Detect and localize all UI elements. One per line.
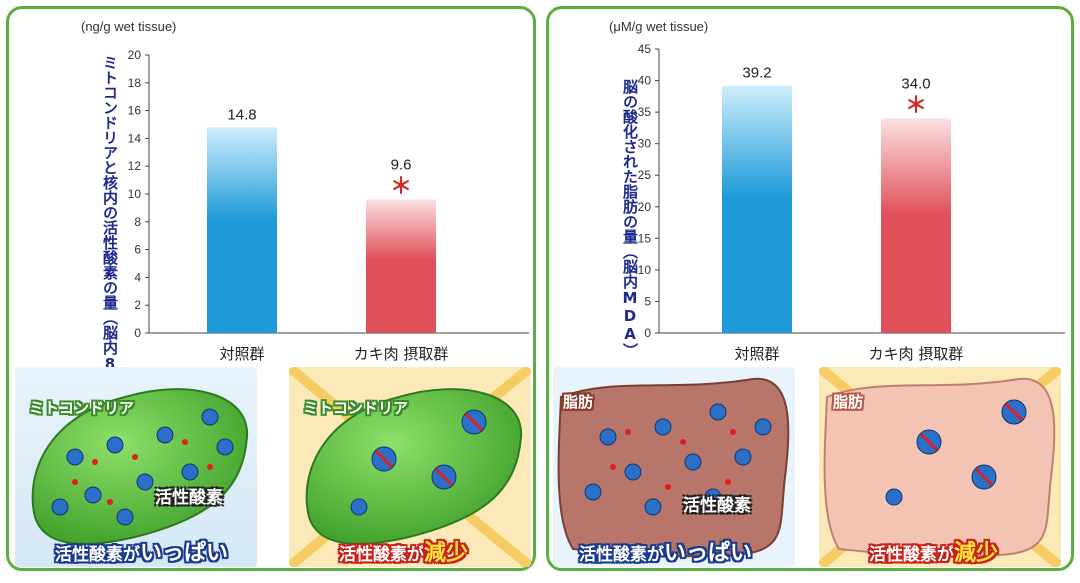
- ohdg-y-tick-label-7: 14: [128, 131, 142, 145]
- banner-many-fat: 活性酸素がいっぱい: [579, 541, 753, 566]
- mda-value-label-0: 39.2: [742, 65, 771, 82]
- mda-y-tick-label-2: 10: [638, 263, 652, 277]
- ohdg-y-tick-label-0: 0: [134, 326, 141, 340]
- mda-bar-1: [881, 118, 951, 333]
- ohdg-y-tick-label-10: 20: [128, 48, 142, 62]
- mitochondria-tag: ミトコンドリア: [29, 399, 135, 417]
- banner-many: 活性酸素がいっぱい: [55, 541, 229, 566]
- ohdg-bar-1: [366, 199, 436, 333]
- ohdg-y-tick-label-3: 6: [134, 243, 141, 257]
- ohdg-y-tick-label-4: 8: [134, 215, 141, 229]
- mda-bar-0: [722, 85, 792, 333]
- illustration-fat-control: 脂肪 活性酸素 活性酸素がいっぱい: [553, 367, 795, 567]
- mda-y-tick-label-0: 0: [644, 326, 651, 340]
- chart-8ohdg: (ng/g wet tissue) 0 2 4 6 8 10 12 14 16 18 20 14.8 対照…: [81, 19, 529, 363]
- ohdg-value-label-0: 14.8: [227, 106, 256, 123]
- mda-category-label-0: 対照群: [734, 345, 779, 363]
- ohdg-y-tick-label-1: 2: [134, 298, 141, 312]
- chart-mda: (μM/g wet tissue) 0 5 10 15 20 25 30 35 40 45 39.2 対…: [609, 19, 1065, 363]
- ohdg-y-tick-label-8: 16: [128, 104, 142, 118]
- mitochondria-many-radicals-image: [15, 367, 257, 567]
- radical-label-fat: 活性酸素: [683, 496, 751, 516]
- ohdg-bar-0: [207, 127, 277, 333]
- illustration-mitochondria-oyster: ミトコンドリア 活性酸素が減少: [289, 367, 531, 567]
- fat-tag-oyster: 脂肪: [833, 393, 864, 411]
- mda-y-tick-label-9: 45: [638, 42, 652, 56]
- mda-y-tick-label-3: 15: [638, 231, 652, 245]
- fat-many-radicals-image: [553, 367, 795, 567]
- y-axis-label-mda: 脳の酸化された脂肪の量（脳内MDA）: [621, 79, 639, 358]
- ohdg-y-tick-label-9: 18: [128, 76, 142, 90]
- fat-tag: 脂肪: [563, 393, 594, 411]
- mitochondria-few-radicals-image: [289, 367, 531, 567]
- mda-y-tick-label-5: 25: [638, 168, 652, 182]
- ohdg-value-label-1: 9.6: [391, 157, 412, 174]
- ohdg-category-label-0: 対照群: [219, 345, 264, 363]
- ohdg-y-tick-label-6: 12: [128, 159, 142, 173]
- illustration-fat-oyster: 脂肪 活性酸素が減少: [819, 367, 1061, 567]
- mda-y-tick-label-6: 30: [638, 137, 652, 151]
- mda-unit-label: (μM/g wet tissue): [609, 19, 708, 34]
- ohdg-significance-marker-1: ＊: [390, 175, 412, 200]
- mda-y-tick-label-7: 35: [638, 105, 652, 119]
- banner-decrease: 活性酸素が減少: [339, 541, 469, 566]
- banner-decrease-fat: 活性酸素が減少: [869, 541, 999, 566]
- mda-y-tick-label-4: 20: [638, 200, 652, 214]
- ohdg-y-tick-label-2: 4: [134, 270, 141, 284]
- panel-8ohdg: (ng/g wet tissue) 0 2 4 6 8 10 12 14 16 18 20 14.8 対照…: [6, 6, 536, 571]
- ohdg-unit-label: (ng/g wet tissue): [81, 19, 176, 34]
- fat-few-radicals-image: [819, 367, 1061, 567]
- mda-y-tick-label-8: 40: [638, 74, 652, 88]
- mda-value-label-1: 34.0: [901, 75, 930, 92]
- mda-significance-marker-1: ＊: [905, 93, 927, 118]
- mda-category-label-1: カキ肉 摂取群: [869, 345, 964, 363]
- ohdg-y-tick-label-5: 10: [128, 187, 142, 201]
- illustration-mitochondria-control: ミトコンドリア 活性酸素 活性酸素がいっぱい: [15, 367, 257, 567]
- mitochondria-tag-oyster: ミトコンドリア: [303, 399, 409, 417]
- mda-y-tick-label-1: 5: [644, 294, 651, 308]
- ohdg-category-label-1: カキ肉 摂取群: [354, 345, 449, 363]
- panel-mda: (μM/g wet tissue) 0 5 10 15 20 25 30 35 40 45 39.2 対…: [546, 6, 1074, 571]
- radical-label: 活性酸素: [155, 488, 223, 508]
